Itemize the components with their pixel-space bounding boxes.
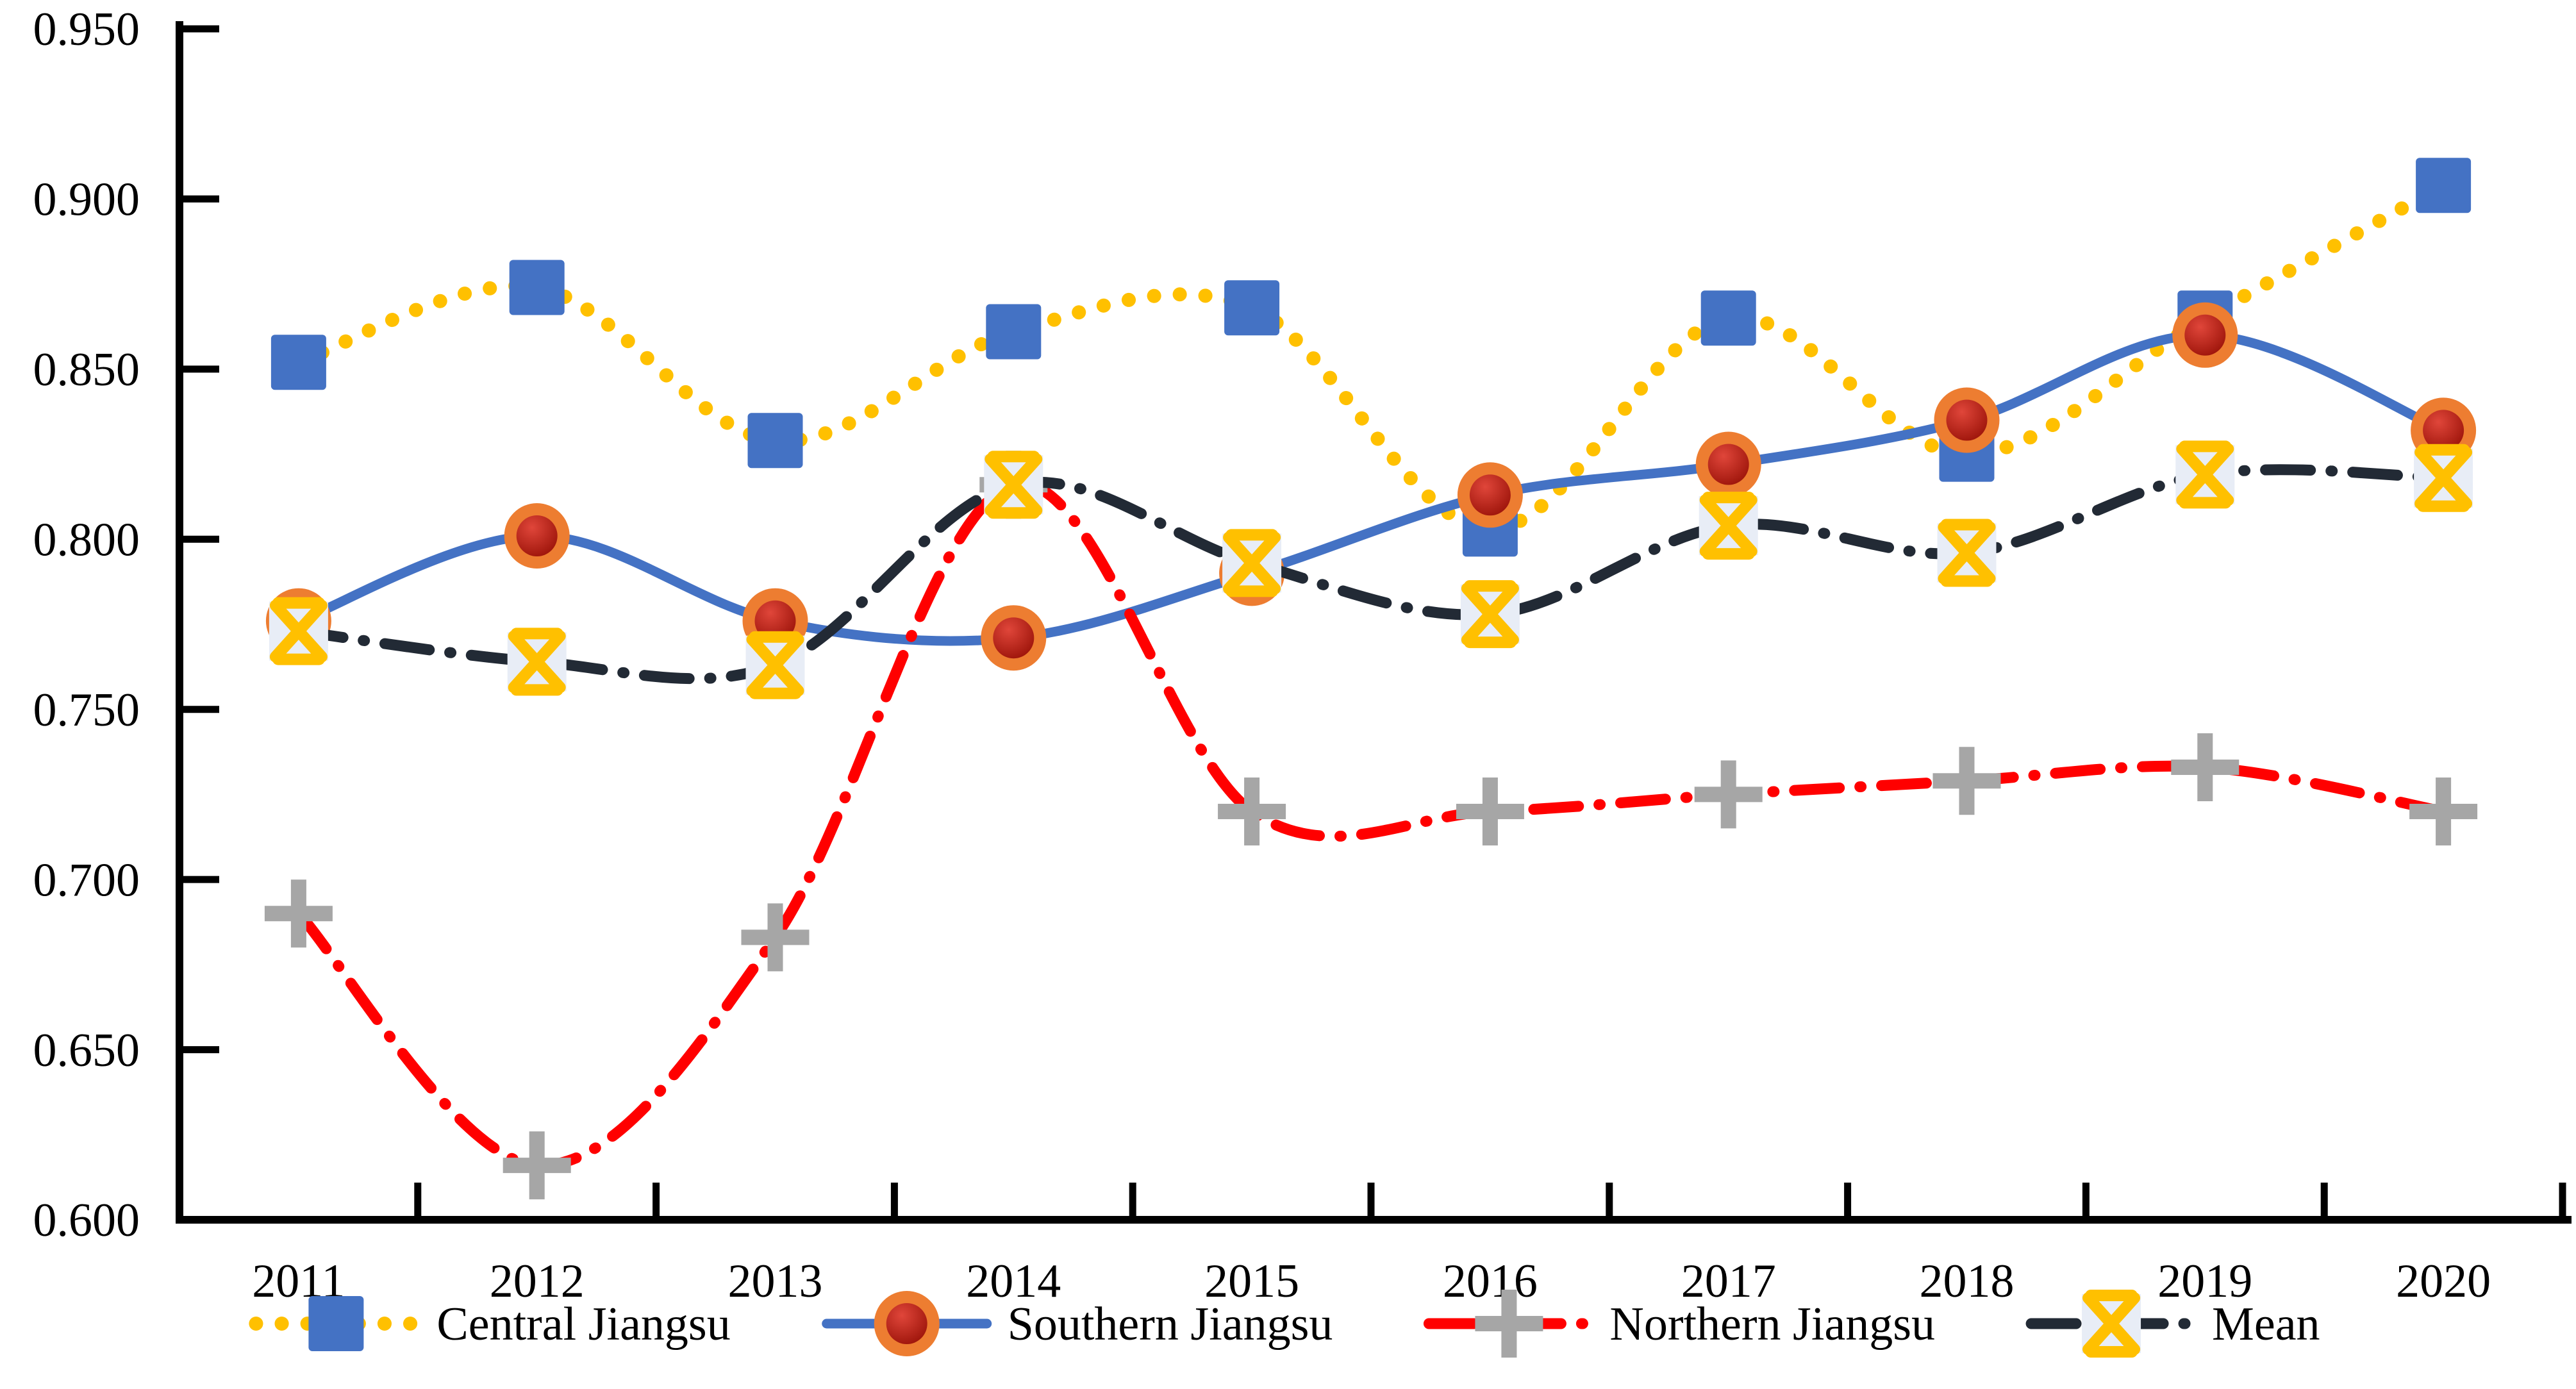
x-tick-label: 2013 <box>728 1255 823 1308</box>
marker-central-jiangsu-2014 <box>986 304 1042 360</box>
marker-northern-jiangsu-2018 <box>1932 747 2001 815</box>
series-southern-jiangsu <box>265 302 2477 671</box>
marker-northern-jiangsu-2020 <box>2409 778 2478 845</box>
legend-marker-southern-jiangsu <box>874 1291 940 1356</box>
x-tick-label: 2014 <box>966 1255 1061 1308</box>
marker-mean-2017 <box>1699 492 1758 560</box>
marker-southern-jiangsu-2016 <box>1457 462 1523 528</box>
marker-northern-jiangsu-2013 <box>741 903 810 972</box>
legend-item-mean: Mean <box>2025 1290 2320 1358</box>
series-line-southern-jiangsu <box>294 330 2448 646</box>
x-tick-label: 2016 <box>1443 1255 1538 1308</box>
series-central-jiangsu <box>270 158 2472 557</box>
x-tick-label: 2019 <box>2157 1255 2252 1308</box>
marker-northern-jiangsu-2016 <box>1456 778 1524 845</box>
y-tick-label: 0.650 <box>33 1024 140 1077</box>
legend-marker-central-jiangsu <box>308 1296 364 1351</box>
x-tick-label: 2015 <box>1204 1255 1299 1308</box>
axes <box>176 21 2572 1224</box>
marker-central-jiangsu-2017 <box>1700 290 1756 346</box>
marker-northern-jiangsu-2015 <box>1218 778 1286 845</box>
marker-northern-jiangsu-2019 <box>2171 733 2239 801</box>
marker-central-jiangsu-2020 <box>2416 158 2472 213</box>
marker-mean-2015 <box>1222 529 1282 597</box>
x-tick-label: 2017 <box>1681 1255 1776 1308</box>
marker-mean-2013 <box>745 631 805 699</box>
marker-central-jiangsu-2015 <box>1224 280 1280 336</box>
x-axis: 2011 2012 2013 2014 2015 2016 2017 2018 2019 2020 <box>176 1183 2566 1308</box>
legend: Central Jiangsu Southern Jiangsu Northern … <box>249 1290 2320 1358</box>
marker-southern-jiangsu-2019 <box>2172 302 2238 368</box>
marker-central-jiangsu-2012 <box>509 260 565 315</box>
series-northern-jiangsu <box>264 451 2478 1200</box>
y-tick-label: 0.950 <box>33 3 140 56</box>
y-tick-label: 0.800 <box>33 513 140 566</box>
legend-label: Southern Jiangsu <box>1008 1298 1333 1351</box>
series-line-mean <box>293 464 2449 685</box>
marker-southern-jiangsu-2017 <box>1695 431 1761 497</box>
y-tick-label: 0.750 <box>33 684 140 736</box>
marker-southern-jiangsu-2012 <box>504 503 570 569</box>
legend-marker-northern-jiangsu <box>1475 1290 1543 1358</box>
legend-item-southern-jiangsu: Southern Jiangsu <box>822 1291 1333 1356</box>
marker-mean-2020 <box>2414 444 2473 512</box>
legend-label: Mean <box>2212 1298 2320 1351</box>
marker-mean-2019 <box>2175 440 2235 509</box>
marker-mean-2011 <box>269 597 328 665</box>
series-line-northern-jiangsu <box>293 478 2449 1171</box>
marker-southern-jiangsu-2014 <box>981 605 1047 671</box>
marker-mean-2012 <box>507 628 567 696</box>
y-tick-label: 0.900 <box>33 174 140 226</box>
legend-marker-mean <box>2082 1290 2141 1358</box>
y-tick-label: 0.700 <box>33 854 140 906</box>
y-tick-label: 0.850 <box>33 344 140 396</box>
marker-northern-jiangsu-2012 <box>503 1131 571 1200</box>
x-tick-label: 2020 <box>2396 1255 2491 1308</box>
x-tick-label: 2018 <box>1920 1255 2015 1308</box>
y-tick-label: 0.600 <box>33 1194 140 1247</box>
series-line-central-jiangsu <box>291 178 2451 536</box>
series-mean <box>269 440 2473 699</box>
marker-mean-2018 <box>1937 519 1997 587</box>
legend-label: Central Jiangsu <box>436 1298 730 1351</box>
legend-item-central-jiangsu: Central Jiangsu <box>249 1296 731 1351</box>
marker-northern-jiangsu-2011 <box>264 879 333 948</box>
marker-northern-jiangsu-2017 <box>1694 760 1763 829</box>
marker-southern-jiangsu-2018 <box>1934 387 2000 453</box>
y-axis: 0.600 0.650 0.700 0.750 0.800 0.850 0.900 0.950 <box>33 3 219 1247</box>
marker-central-jiangsu-2011 <box>270 335 326 390</box>
marker-mean-2016 <box>1460 580 1520 649</box>
legend-label: Northern Jiangsu <box>1609 1298 1935 1351</box>
marker-central-jiangsu-2013 <box>747 413 803 469</box>
marker-mean-2014 <box>984 451 1043 519</box>
legend-item-northern-jiangsu: Northern Jiangsu <box>1423 1290 1935 1358</box>
x-tick-label: 2012 <box>490 1255 585 1308</box>
